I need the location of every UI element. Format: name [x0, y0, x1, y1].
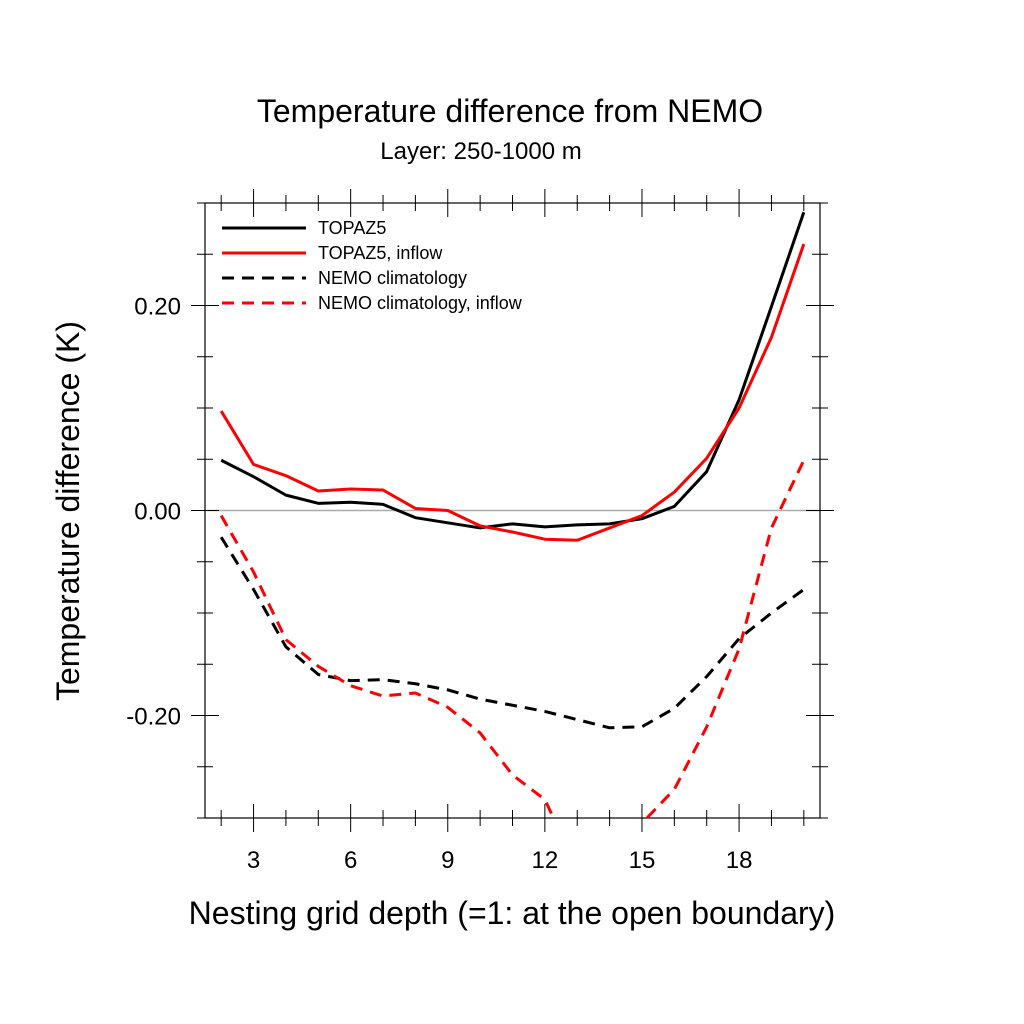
series-line-1	[220, 211, 806, 530]
series-line-3	[219, 536, 805, 730]
x-tick-label: 12	[532, 847, 559, 874]
x-tick-label: 15	[629, 847, 656, 874]
x-axis-label: Nesting grid depth (=1: at the open boun…	[189, 895, 836, 931]
x-tick-label: 3	[247, 847, 260, 874]
legend-label: NEMO climatology, inflow	[318, 293, 523, 313]
y-tick-label: -0.20	[126, 704, 181, 731]
y-axis-label: Temperature difference (K)	[50, 321, 86, 701]
series-line-4	[219, 459, 806, 818]
y-tick-label: 0.20	[134, 294, 181, 321]
chart-title: Temperature difference from NEMO	[257, 93, 763, 129]
chart-subtitle: Layer: 250-1000 m	[380, 138, 581, 165]
series-line-2	[219, 243, 806, 542]
x-tick-label: 9	[441, 847, 454, 874]
x-tick-label: 6	[344, 847, 357, 874]
y-tick-label: 0.00	[134, 499, 181, 526]
legend-label: TOPAZ5	[318, 218, 386, 238]
legend-label: TOPAZ5, inflow	[318, 243, 443, 263]
legend-label: NEMO climatology	[318, 268, 467, 288]
x-tick-label: 18	[726, 847, 753, 874]
